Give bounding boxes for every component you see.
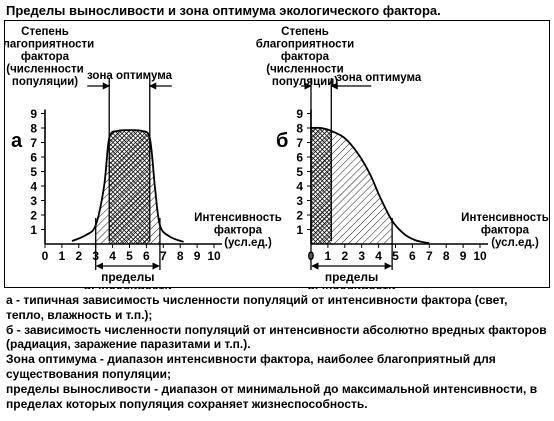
y-axis-label-line: фактора [21, 51, 70, 63]
limits-label-line: выносливости [308, 283, 396, 289]
x-tick-label: 4 [375, 249, 382, 263]
page-title: Пределы выносливости и зона оптимума эко… [6, 3, 441, 18]
tolerance-diagram: аСтепеньблагоприятностифактора(численнос… [5, 26, 549, 289]
y-tick-label: 3 [296, 194, 303, 208]
panel-b: бСтепеньблагоприятностифактора(численнос… [256, 26, 549, 289]
x-tick-label: 2 [341, 249, 348, 263]
y-axis-label-line: популяции) [12, 76, 78, 88]
x-tick-label: 8 [177, 249, 184, 263]
x-axis-label-line: (усл.ед.) [224, 237, 272, 249]
y-tick-label: 8 [30, 122, 37, 136]
x-axis-label-line: Интенсивность [194, 212, 282, 224]
panel-a: аСтепеньблагоприятностифактора(численнос… [5, 26, 282, 289]
y-tick-label: 5 [30, 165, 37, 179]
panel-letter: а [11, 130, 23, 152]
x-axis-label-line: (усл.ед.) [491, 237, 539, 249]
x-axis-label-line: фактора [481, 225, 530, 237]
y-axis-label-line: Степень [21, 26, 69, 38]
x-tick-label: 9 [460, 249, 467, 263]
y-axis-label-line: фактора [281, 51, 330, 63]
x-tick-label: 6 [143, 249, 150, 263]
x-tick-label: 1 [59, 249, 66, 263]
y-tick-label: 9 [296, 107, 303, 121]
population-curve [310, 126, 430, 245]
x-tick-label: 5 [126, 249, 133, 263]
optimum-area [311, 127, 332, 244]
x-tick-label: 4 [109, 249, 116, 263]
x-tick-label: 0 [42, 249, 49, 263]
y-tick-label: 5 [296, 165, 303, 179]
limits-label-line: пределы [325, 270, 378, 284]
limits-label-line: выносливости [84, 283, 172, 289]
caption-limits: пределы выносливости - диапазон от миним… [6, 381, 538, 411]
optimum-label: зона оптимума [336, 72, 422, 84]
y-axis-label-line: благоприятности [256, 39, 354, 51]
optimum-area [109, 130, 150, 244]
y-tick-label: 1 [296, 223, 303, 237]
y-tick-label: 6 [30, 151, 37, 165]
y-axis-label-line: благоприятности [5, 39, 94, 51]
y-tick-label: 2 [296, 209, 303, 223]
x-tick-label: 7 [426, 249, 433, 263]
y-axis-label-line: (численности [6, 64, 83, 76]
x-tick-label: 8 [443, 249, 450, 263]
x-tick-label: 7 [160, 249, 167, 263]
panel-letter: б [276, 130, 288, 152]
y-tick-label: 2 [30, 209, 37, 223]
caption: а - типичная зависимость численности поп… [6, 293, 548, 411]
x-tick-label: 6 [409, 249, 416, 263]
y-tick-label: 9 [30, 107, 37, 121]
y-tick-label: 3 [30, 194, 37, 208]
x-tick-label: 2 [75, 249, 82, 263]
x-axis-label-line: фактора [214, 225, 263, 237]
y-tick-label: 7 [296, 136, 303, 150]
caption-a: а - типичная зависимость численности поп… [6, 293, 508, 322]
y-tick-label: 8 [296, 122, 303, 136]
x-tick-label: 9 [194, 249, 201, 263]
limits-label-line: пределы [101, 270, 154, 284]
caption-b: б - зависимость численности популяций от… [6, 322, 547, 352]
y-tick-label: 4 [30, 180, 37, 194]
x-axis-label-line: Интенсивность [461, 212, 549, 224]
x-tick-label: 10 [207, 249, 221, 263]
x-tick-label: 5 [392, 249, 399, 263]
y-axis-label-line: (численности [266, 64, 343, 76]
figure: а Степень благоприятности фактора (численнос… [4, 20, 550, 289]
optimum-label: зона оптимума [87, 70, 173, 82]
y-axis-label-line: Степень [281, 26, 329, 38]
y-tick-label: 6 [296, 151, 303, 165]
y-tick-label: 4 [296, 180, 303, 194]
y-tick-label: 7 [30, 136, 37, 150]
x-tick-label: 10 [473, 249, 487, 263]
x-tick-label: 1 [325, 249, 332, 263]
y-tick-label: 1 [30, 223, 37, 237]
y-axis-label-line: популяции) [272, 76, 338, 88]
x-tick-label: 3 [358, 249, 365, 263]
caption-optimum: Зона оптимума - диапазон интенсивности ф… [6, 352, 496, 381]
